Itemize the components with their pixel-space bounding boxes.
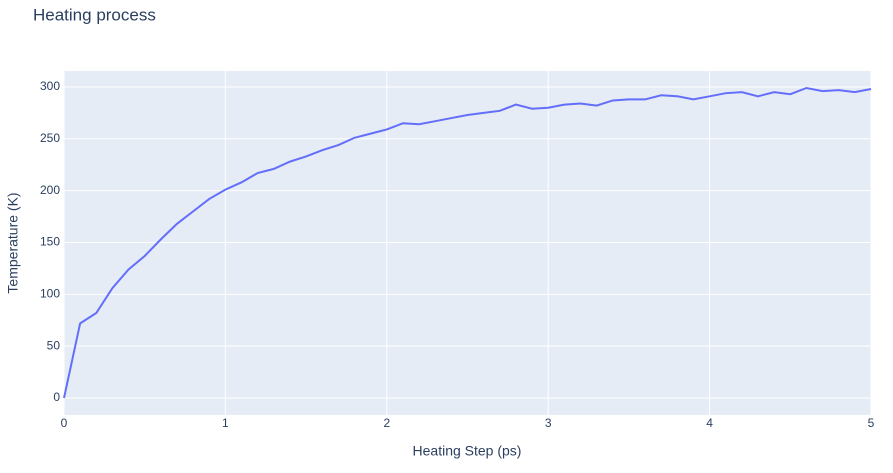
x-tick-label: 1 [222,416,229,430]
y-tick-label: 50 [47,338,61,352]
x-tick-label: 0 [61,416,68,430]
y-tick-label: 300 [40,79,60,93]
y-tick-label: 0 [53,390,60,404]
plot-area [64,71,871,415]
x-axis-label: Heating Step (ps) [413,443,522,459]
chart-title: Heating process [33,5,156,24]
x-tick-label: 5 [868,416,875,430]
y-tick-label: 150 [40,235,60,249]
y-axis-label: Temperature (K) [5,192,21,293]
x-tick-label: 3 [545,416,552,430]
line [63,86,872,399]
x-tick-label: 4 [706,416,713,430]
y-tick-label: 200 [40,183,60,197]
y-tick-label: 250 [40,131,60,145]
x-tick-label: 2 [383,416,390,430]
y-tick-label: 100 [40,286,60,300]
